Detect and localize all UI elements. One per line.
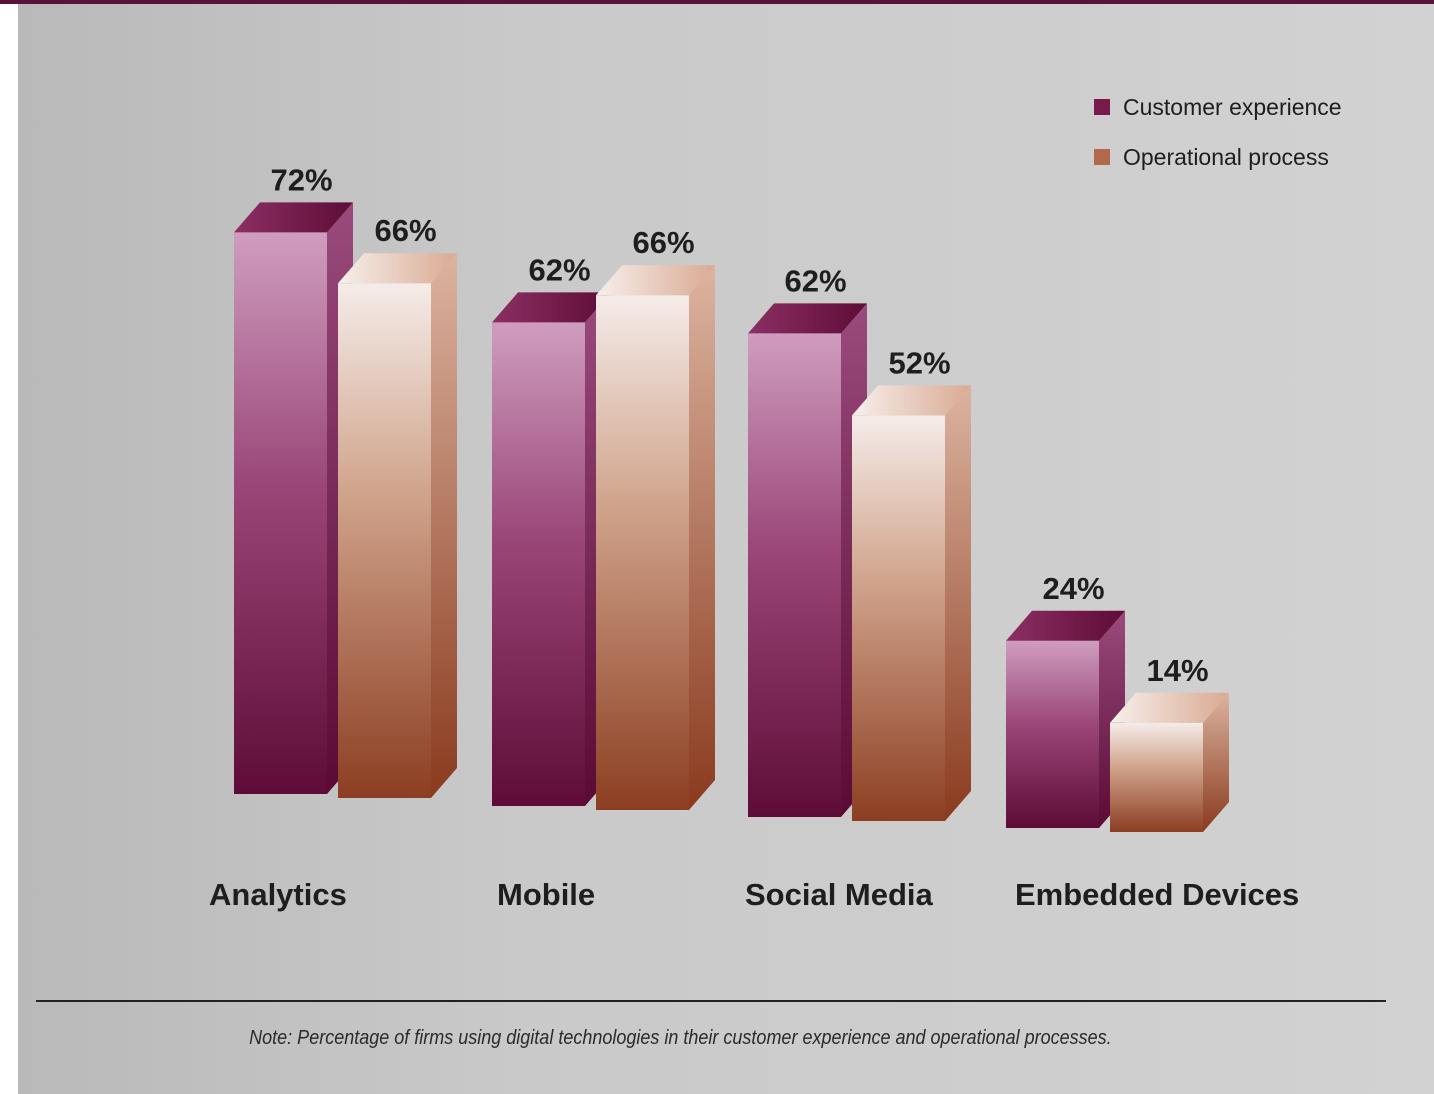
bar-analytics-customer-experience <box>234 202 353 794</box>
legend: Customer experience Operational process <box>1094 92 1342 192</box>
value-label-analytics-operational-process: 66% <box>374 213 436 248</box>
value-label-analytics-customer-experience: 72% <box>270 162 332 197</box>
bar-front <box>338 283 431 798</box>
legend-swatch-customer-experience <box>1094 99 1110 115</box>
bar-mobile-operational-process <box>596 265 715 810</box>
bar-front <box>748 333 841 817</box>
legend-item-customer-experience: Customer experience <box>1094 92 1342 122</box>
bar-embedded-devices-operational-process <box>1110 692 1229 832</box>
category-label-analytics: Analytics <box>209 877 347 912</box>
bottom-rule <box>36 1000 1386 1002</box>
top-rule <box>0 0 1434 4</box>
bar-social-media-customer-experience <box>748 303 867 817</box>
legend-item-operational-process: Operational process <box>1094 142 1342 172</box>
bar-top <box>492 292 611 323</box>
bar-side <box>689 265 715 810</box>
legend-label: Operational process <box>1123 143 1329 170</box>
chart-note: Note: Percentage of firms using digital … <box>249 1027 1112 1049</box>
bar-top <box>852 385 971 416</box>
bar-front <box>1110 722 1203 832</box>
bar-front <box>852 415 945 821</box>
bar-side <box>431 253 457 798</box>
value-label-social-media-customer-experience: 62% <box>784 263 846 298</box>
value-label-social-media-operational-process: 52% <box>888 345 950 380</box>
bar-side <box>945 385 971 821</box>
bar-embedded-devices-customer-experience <box>1006 610 1125 828</box>
legend-swatch-operational-process <box>1094 149 1110 165</box>
category-label-embedded-devices: Embedded Devices <box>1015 877 1300 912</box>
bar-top <box>748 303 867 334</box>
bar-front <box>492 322 585 806</box>
bar-side <box>1203 692 1229 832</box>
bars-layer: 72% 66% 62% 66% 62% 52% 24% 14% <box>234 162 1229 832</box>
legend-label: Customer experience <box>1123 93 1342 120</box>
value-label-embedded-devices-customer-experience: 24% <box>1042 571 1104 606</box>
bar-front <box>234 232 327 794</box>
bar-top <box>1110 692 1229 723</box>
bar-top <box>338 253 457 284</box>
bar-social-media-operational-process <box>852 385 971 821</box>
category-label-social-media: Social Media <box>745 877 933 912</box>
value-label-mobile-operational-process: 66% <box>632 225 694 260</box>
category-label-mobile: Mobile <box>497 877 596 912</box>
bar-top <box>596 265 715 296</box>
bar-analytics-operational-process <box>338 253 457 798</box>
bar-front <box>1006 640 1099 828</box>
bar-mobile-customer-experience <box>492 292 611 806</box>
bar-top <box>234 202 353 233</box>
bar-front <box>596 295 689 810</box>
value-label-mobile-customer-experience: 62% <box>528 252 590 287</box>
bar-top <box>1006 610 1125 641</box>
value-label-embedded-devices-operational-process: 14% <box>1146 653 1208 688</box>
